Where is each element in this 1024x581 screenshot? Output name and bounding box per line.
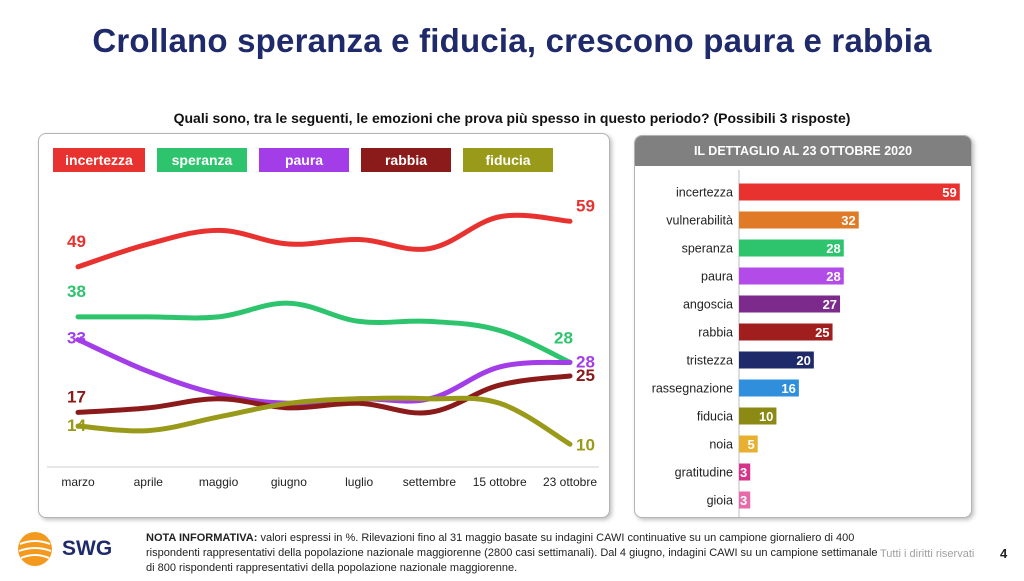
bar-speranza bbox=[739, 239, 844, 257]
bar-value-label: 27 bbox=[823, 297, 837, 312]
bar-category-label: gratitudine bbox=[675, 466, 733, 480]
bar-category-label: rassegnazione bbox=[652, 382, 733, 396]
end-label-rabbia: 25 bbox=[576, 366, 595, 385]
x-tick-label: marzo bbox=[61, 475, 95, 489]
bar-value-label: 16 bbox=[781, 381, 795, 396]
x-tick-label: 23 ottobre bbox=[543, 475, 597, 489]
end-label-incertezza: 59 bbox=[576, 196, 595, 215]
series-line-incertezza bbox=[75, 212, 573, 270]
chart-legend: incertezza speranza paura rabbia fiducia bbox=[53, 148, 553, 172]
page-number: 4 bbox=[1000, 546, 1008, 561]
globe-icon bbox=[18, 532, 52, 566]
bar-category-label: gioia bbox=[707, 494, 733, 508]
end-label-paura: 28 bbox=[576, 352, 595, 371]
x-tick-label: maggio bbox=[199, 475, 239, 489]
question-subtitle: Quali sono, tra le seguenti, le emozioni… bbox=[173, 110, 851, 126]
x-tick-label: 15 ottobre bbox=[473, 475, 527, 489]
bar-category-label: noia bbox=[709, 438, 733, 452]
footnote: NOTA INFORMATIVA: valori espressi in %. … bbox=[146, 531, 886, 576]
x-tick-label: luglio bbox=[345, 475, 373, 489]
bar-gioia bbox=[739, 491, 751, 509]
bar-incertezza bbox=[739, 183, 960, 201]
bar-value-label: 10 bbox=[759, 409, 773, 424]
footnote-text: valori espressi in %. Rilevazioni fino a… bbox=[146, 532, 878, 574]
bar-paura bbox=[739, 267, 844, 285]
start-label-fiducia: 14 bbox=[67, 416, 86, 435]
bar-value-label: 32 bbox=[841, 213, 855, 228]
bar-value-label: 3 bbox=[740, 465, 747, 480]
start-label-rabbia: 17 bbox=[67, 387, 86, 406]
bar-category-label: tristezza bbox=[686, 354, 733, 368]
bar-tristezza bbox=[739, 351, 814, 369]
bar-category-label: rabbia bbox=[698, 326, 733, 340]
page-title: Crollano speranza e fiducia, crescono pa… bbox=[92, 22, 932, 59]
bar-fiducia bbox=[739, 407, 777, 425]
bar-value-label: 59 bbox=[942, 185, 956, 200]
bar-noia bbox=[739, 435, 758, 453]
bar-category-label: angoscia bbox=[683, 298, 733, 312]
end-label-speranza: 28 bbox=[554, 328, 573, 347]
bar-rassegnazione bbox=[739, 379, 799, 397]
line-chart: 49 59 38 28 33 28 17 25 14 10 marzo aprile maggio giu… bbox=[47, 196, 599, 489]
bar-value-label: 28 bbox=[826, 241, 840, 256]
series-line-rabbia bbox=[75, 373, 573, 416]
bar-category-label: paura bbox=[701, 270, 733, 284]
bar-chart-title: IL DETTAGLIO AL 23 OTTOBRE 2020 bbox=[635, 136, 971, 166]
bar-category-label: incertezza bbox=[676, 186, 733, 200]
x-tick-label: giugno bbox=[271, 475, 307, 489]
legend-incertezza: incertezza bbox=[53, 148, 145, 172]
series-line-paura bbox=[75, 337, 573, 406]
x-tick-label: aprile bbox=[134, 475, 164, 489]
line-chart-panel: incertezza speranza paura rabbia fiducia 49 5… bbox=[38, 133, 610, 518]
bar-value-label: 3 bbox=[740, 493, 747, 508]
rights-text: Tutti i diritti riservati bbox=[880, 548, 975, 560]
bar-gratitudine bbox=[739, 463, 751, 481]
bar-value-label: 5 bbox=[747, 437, 754, 452]
logo-text: SWG bbox=[62, 537, 113, 560]
start-label-speranza: 38 bbox=[67, 282, 86, 301]
bar-chart: incertezza 59 vulnerabilità 32 speranza 28 pau… bbox=[652, 170, 960, 517]
bar-value-label: 25 bbox=[815, 325, 829, 340]
legend-paura: paura bbox=[259, 148, 349, 172]
bar-category-label: fiducia bbox=[697, 410, 733, 424]
start-label-incertezza: 49 bbox=[67, 232, 86, 251]
bar-value-label: 20 bbox=[796, 353, 810, 368]
end-label-fiducia: 10 bbox=[576, 435, 595, 454]
legend-rabbia: rabbia bbox=[361, 148, 451, 172]
bar-vulnerabilità bbox=[739, 211, 859, 229]
x-tick-label: settembre bbox=[403, 475, 457, 489]
legend-fiducia: fiducia bbox=[463, 148, 553, 172]
bar-category-label: vulnerabilità bbox=[666, 214, 733, 228]
footnote-label: NOTA INFORMATIVA: bbox=[146, 532, 258, 544]
bar-angoscia bbox=[739, 295, 841, 313]
bar-chart-panel: IL DETTAGLIO AL 23 OTTOBRE 2020 incertez… bbox=[634, 135, 972, 518]
bar-category-label: speranza bbox=[682, 242, 733, 256]
bar-value-label: 28 bbox=[826, 269, 840, 284]
series-line-speranza bbox=[75, 300, 573, 365]
start-label-paura: 33 bbox=[67, 329, 86, 348]
legend-speranza: speranza bbox=[157, 148, 247, 172]
swg-logo: SWG bbox=[16, 530, 112, 568]
bar-rabbia bbox=[739, 323, 833, 341]
